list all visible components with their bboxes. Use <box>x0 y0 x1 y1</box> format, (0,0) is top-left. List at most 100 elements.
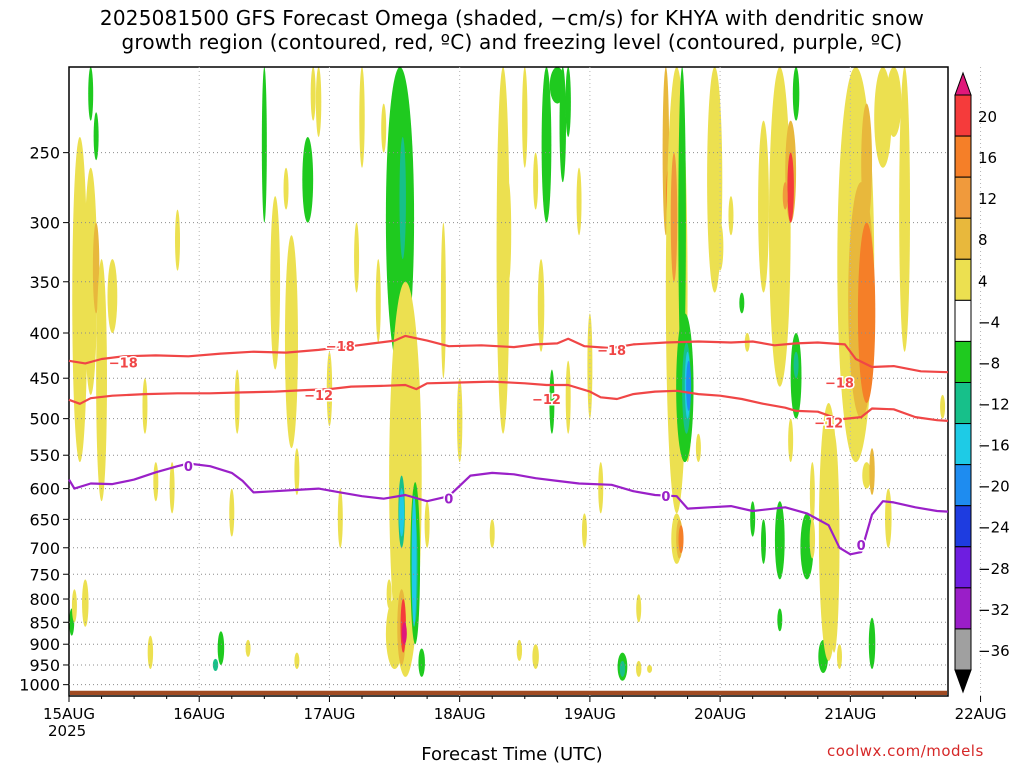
omega-cell <box>212 658 219 671</box>
colorbar-label: −24 <box>978 519 1010 537</box>
contour-label: 0 <box>857 539 866 554</box>
colorbar-swatch <box>954 628 972 671</box>
contour-label: −18 <box>326 340 355 355</box>
omega-cell <box>403 333 419 463</box>
colorbar-label: 8 <box>978 231 988 249</box>
omega-cell <box>885 488 892 548</box>
axes-layer: 15AUG 16AUG 17AUG 18AUG 19AUG 20AUG 21AUG 22AUG… <box>19 144 1006 723</box>
omega-cell <box>71 589 77 623</box>
colorbar-swatch <box>954 176 972 219</box>
colorbar-swatch <box>954 382 972 425</box>
omega-cell <box>217 631 225 665</box>
omega-cell <box>576 167 582 236</box>
contour-label: −12 <box>532 393 561 408</box>
omega-cell <box>440 222 446 379</box>
omega-cell <box>399 488 405 537</box>
omega-cell <box>93 112 99 161</box>
omega-cell <box>283 167 289 210</box>
omega-cell <box>107 259 118 334</box>
contour-label: −18 <box>825 376 854 391</box>
colorbar-swatch <box>954 94 972 137</box>
omega-cell <box>788 418 794 463</box>
contour-label: −18 <box>109 357 138 372</box>
omega-cell <box>294 652 300 669</box>
omega-cell <box>88 67 94 121</box>
y-tick-label: 550 <box>29 446 60 465</box>
omega-cell <box>869 448 875 495</box>
y-tick-label: 900 <box>29 635 60 654</box>
y-tick-label: 1000 <box>19 676 60 695</box>
omega-cell <box>261 67 267 223</box>
omega-cell <box>142 378 148 434</box>
omega-cell <box>857 222 876 403</box>
omega-cell <box>862 462 871 489</box>
omega-shading-layer <box>69 66 946 681</box>
colorbar-label: 20 <box>978 108 997 126</box>
omega-cell <box>581 513 587 548</box>
omega-cell <box>270 196 281 370</box>
colorbar-swatch <box>954 464 972 507</box>
omega-cell <box>533 152 539 210</box>
omega-cell <box>686 360 692 411</box>
omega-cell <box>147 635 154 669</box>
x-axis-year: 2025 <box>48 722 87 740</box>
omega-cell <box>695 433 701 463</box>
y-tick-label: 650 <box>29 510 60 529</box>
chart-title-line1: 2025081500 GFS Forecast Omega (shaded, −… <box>99 6 925 30</box>
x-tick-label: 22AUG <box>955 705 1007 723</box>
omega-cell <box>229 488 235 537</box>
omega-cell <box>375 259 381 343</box>
y-tick-label: 500 <box>29 410 60 429</box>
y-tick-label: 450 <box>29 369 60 388</box>
x-tick-label: 20AUG <box>694 705 746 723</box>
omega-cell <box>489 519 495 548</box>
omega-cell <box>565 360 571 434</box>
omega-cell <box>750 501 756 537</box>
contour-label: −12 <box>814 416 843 431</box>
x-tick-label: 16AUG <box>173 705 225 723</box>
omega-cell <box>153 462 159 502</box>
colorbar-label: 12 <box>978 190 997 208</box>
colorbar-label: 16 <box>978 149 997 167</box>
omega-cell <box>636 660 642 677</box>
x-tick-label: 21AUG <box>824 705 876 723</box>
omega-cell <box>505 182 512 282</box>
y-tick-label: 800 <box>29 590 60 609</box>
y-tick-label: 400 <box>29 324 60 343</box>
omega-cell <box>359 67 365 168</box>
colorbar-swatch <box>954 546 972 589</box>
colorbar-swatch <box>954 340 972 383</box>
y-tick-label: 250 <box>29 144 60 163</box>
omega-cell <box>418 648 425 677</box>
x-tick-label: 15AUG <box>43 705 95 723</box>
omega-cell <box>354 222 360 293</box>
omega-cell <box>792 67 800 121</box>
colorbar-label: −20 <box>978 478 1010 496</box>
omega-cell <box>386 579 392 609</box>
colorbar-swatch <box>954 505 972 548</box>
omega-cell <box>82 579 89 627</box>
x-axis-label: Forecast Time (UTC) <box>421 744 603 765</box>
omega-cell <box>245 639 251 657</box>
omega-cell <box>456 378 463 463</box>
y-tick-label: 700 <box>29 539 60 558</box>
omega-cell <box>284 235 298 449</box>
omega-cell <box>92 222 100 314</box>
credit-link[interactable]: coolwx.com/models <box>827 742 984 760</box>
colorbar-label: −36 <box>978 642 1010 660</box>
contour-label: 0 <box>184 460 193 475</box>
omega-cell <box>532 644 539 669</box>
y-tick-label: 950 <box>29 656 60 675</box>
colorbar-bottom-arrow <box>954 669 972 694</box>
omega-cell <box>678 525 684 554</box>
omega-cell <box>940 394 946 419</box>
contour-line <box>68 462 949 556</box>
omega-cell <box>739 292 745 314</box>
omega-cell <box>72 136 88 463</box>
surface-ground <box>70 690 947 695</box>
omega-cell <box>234 369 240 434</box>
omega-cell <box>175 209 181 271</box>
plot-frame <box>68 66 949 697</box>
omega-cell <box>768 67 791 387</box>
omega-cell <box>787 152 794 223</box>
